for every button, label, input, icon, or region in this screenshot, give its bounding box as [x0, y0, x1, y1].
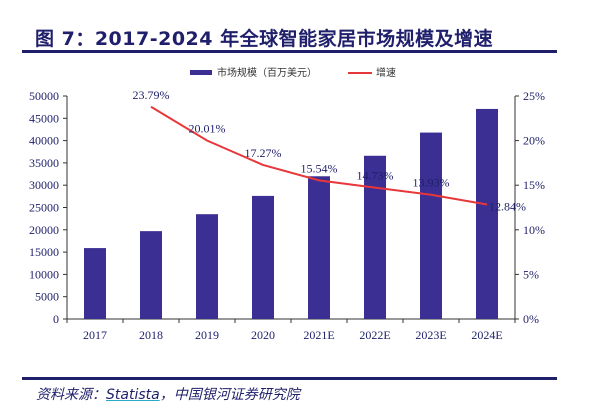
right-tick-label: 0% [523, 312, 539, 326]
title-rule [22, 50, 557, 53]
bar [476, 108, 498, 320]
data-label: 15.54% [301, 161, 338, 175]
bar [140, 231, 162, 319]
page-title: 图 7：2017-2024 年全球智能家居市场规模及增速 [35, 28, 494, 50]
source-suffix: ，中国银河证券研究院 [159, 387, 300, 403]
data-label: 20.01% [189, 122, 226, 136]
left-tick-label: 20000 [29, 223, 59, 237]
right-tick-label: 20% [523, 134, 545, 148]
bar [196, 214, 218, 319]
left-tick-label: 35000 [29, 156, 59, 170]
right-tick-label: 15% [523, 178, 545, 192]
x-tick-label: 2024E [471, 328, 502, 342]
x-tick-label: 2022E [359, 328, 390, 342]
bar [420, 132, 442, 319]
source-note: 资料来源：Statista，中国银河证券研究院 [36, 384, 300, 404]
data-label: 17.27% [245, 146, 282, 160]
data-label: 12.84% [489, 199, 526, 213]
bar [252, 195, 274, 319]
x-tick-label: 2021E [303, 328, 334, 342]
x-tick-label: 2020 [251, 328, 275, 342]
bar [308, 176, 330, 319]
left-tick-label: 45000 [29, 111, 59, 125]
left-tick-label: 5000 [35, 290, 59, 304]
left-tick-label: 30000 [29, 178, 59, 192]
bar [84, 248, 106, 319]
right-tick-label: 25% [523, 89, 545, 103]
right-tick-label: 10% [523, 223, 545, 237]
source-rule [22, 377, 557, 380]
left-tick-label: 40000 [29, 134, 59, 148]
right-tick-label: 5% [523, 267, 539, 281]
x-tick-label: 2017 [83, 328, 107, 342]
data-label: 13.93% [413, 176, 450, 190]
left-tick-label: 10000 [29, 267, 59, 281]
x-tick-label: 2023E [415, 328, 446, 342]
data-label: 14.73% [357, 169, 394, 183]
left-tick-label: 0 [53, 312, 59, 326]
left-tick-label: 50000 [29, 89, 59, 103]
legend-line-label: 增速 [376, 66, 396, 79]
left-tick-label: 25000 [29, 201, 59, 215]
legend-bar-swatch [190, 70, 212, 75]
x-tick-label: 2019 [195, 328, 219, 342]
bar [364, 155, 386, 319]
x-tick-label: 2018 [139, 328, 163, 342]
source-link[interactable]: Statista [106, 387, 160, 403]
data-label: 23.79% [133, 88, 170, 102]
left-tick-label: 15000 [29, 245, 59, 259]
growth-line [150, 105, 488, 206]
source-prefix: 资料来源： [36, 387, 106, 403]
legend-bar-label: 市场规模（百万美元） [217, 66, 317, 79]
